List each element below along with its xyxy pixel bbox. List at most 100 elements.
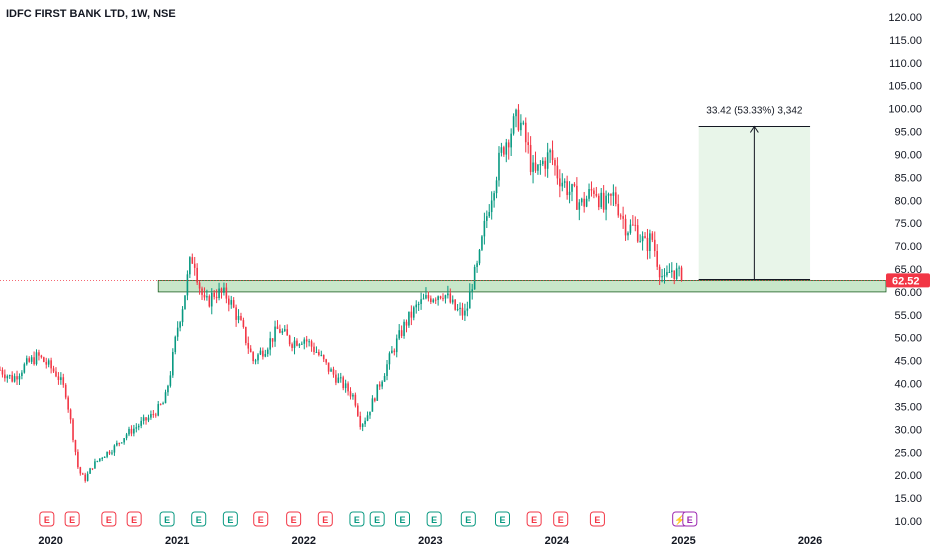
candle-body <box>179 322 181 328</box>
candle-body <box>45 361 48 365</box>
candle-body <box>296 340 298 346</box>
y-tick-label: 15.00 <box>894 493 922 505</box>
candle-body <box>252 352 254 362</box>
candle-body <box>622 216 624 219</box>
candle-body <box>410 311 413 318</box>
y-tick-label: 60.00 <box>894 287 922 299</box>
candle-body <box>164 392 167 404</box>
candle-body <box>18 376 21 380</box>
candle-body <box>476 263 478 267</box>
candle-body <box>193 263 196 268</box>
candle-body <box>242 320 245 327</box>
earnings-badge-label: E <box>558 515 564 525</box>
candle-body <box>94 461 96 469</box>
measure-arrow-head <box>749 125 759 133</box>
y-tick-label: 95.00 <box>894 127 922 139</box>
candle-body <box>430 298 432 303</box>
candle-body <box>595 193 598 196</box>
candle-body <box>181 309 184 323</box>
candle-body <box>237 315 240 320</box>
candle-body <box>176 327 179 337</box>
candle-body <box>150 414 152 418</box>
candle-body <box>588 189 590 199</box>
candle-body <box>128 428 130 435</box>
candle-body <box>566 181 568 196</box>
candle-body <box>468 291 471 309</box>
candle-body <box>320 355 323 357</box>
candle-body <box>605 195 607 210</box>
candle-body <box>532 162 534 172</box>
candle-body <box>376 384 379 401</box>
candle-body <box>198 282 201 289</box>
candle-body <box>593 190 595 194</box>
candle-body <box>607 193 610 196</box>
candle-body <box>305 339 308 342</box>
candle-body <box>602 192 605 210</box>
candle-body <box>447 293 449 296</box>
candle-body <box>461 307 464 316</box>
candle-body <box>25 358 28 365</box>
time-axis[interactable]: 2020 2021 2022 2023 2024 2025 2026 <box>38 535 822 547</box>
candle-body <box>422 298 425 300</box>
candle-body <box>522 122 525 124</box>
earnings-badge-box <box>589 511 605 527</box>
candle-body <box>425 295 427 299</box>
candle-body <box>464 310 466 316</box>
earnings-badge: E <box>39 511 55 527</box>
candle-body <box>116 442 118 446</box>
candle-body <box>62 377 65 385</box>
candle-body <box>38 352 40 356</box>
candle-body <box>325 359 327 363</box>
candle-body <box>106 451 108 457</box>
candle-body <box>21 372 23 377</box>
candle-body <box>135 427 138 429</box>
candle-body <box>437 296 439 300</box>
candle-body <box>481 236 483 250</box>
candle-body <box>658 266 661 278</box>
candle-body <box>303 339 306 344</box>
candle-body <box>393 350 396 353</box>
candle-body <box>118 442 121 444</box>
candle-body <box>505 142 508 155</box>
x-tick-label: 2021 <box>165 535 189 547</box>
y-tick-label: 55.00 <box>894 310 922 322</box>
y-tick-label: 120.00 <box>888 12 922 24</box>
candle-body <box>627 232 629 236</box>
candle-body <box>398 330 400 339</box>
candle-body <box>147 417 150 421</box>
candle-body <box>57 376 60 381</box>
candle-body <box>420 299 422 304</box>
candle-body <box>208 296 211 307</box>
candle-body <box>103 456 106 458</box>
candle-body <box>580 198 583 203</box>
candle-body <box>644 236 646 238</box>
candle-body <box>145 417 147 421</box>
candle-body <box>374 398 376 401</box>
candle-body <box>561 182 564 187</box>
candle-body <box>159 404 162 406</box>
candle-body <box>77 451 79 468</box>
candle-body <box>554 159 556 166</box>
earnings-badge-box <box>349 511 365 527</box>
candle-body <box>507 142 510 148</box>
candle-body <box>225 287 228 299</box>
candle-body <box>349 391 352 397</box>
candle-body <box>454 299 456 310</box>
y-tick-label: 35.00 <box>894 401 922 413</box>
candle-body <box>152 414 155 416</box>
candle-body <box>230 300 233 305</box>
candle-body <box>632 224 634 226</box>
candle-body <box>412 307 415 318</box>
candle-body <box>678 267 680 269</box>
candle-body <box>359 415 362 427</box>
candle-body <box>33 357 35 365</box>
price-axis[interactable]: 120.00 115.00 110.00 105.00 100.00 95.00 90.00… <box>888 12 922 528</box>
candle-body <box>215 296 218 299</box>
candle-body <box>449 293 452 303</box>
measure-tool[interactable] <box>698 125 811 281</box>
earnings-badge-box <box>191 511 207 527</box>
y-tick-label: 90.00 <box>894 149 922 161</box>
candle-body <box>486 216 488 221</box>
candle-body <box>64 384 67 398</box>
